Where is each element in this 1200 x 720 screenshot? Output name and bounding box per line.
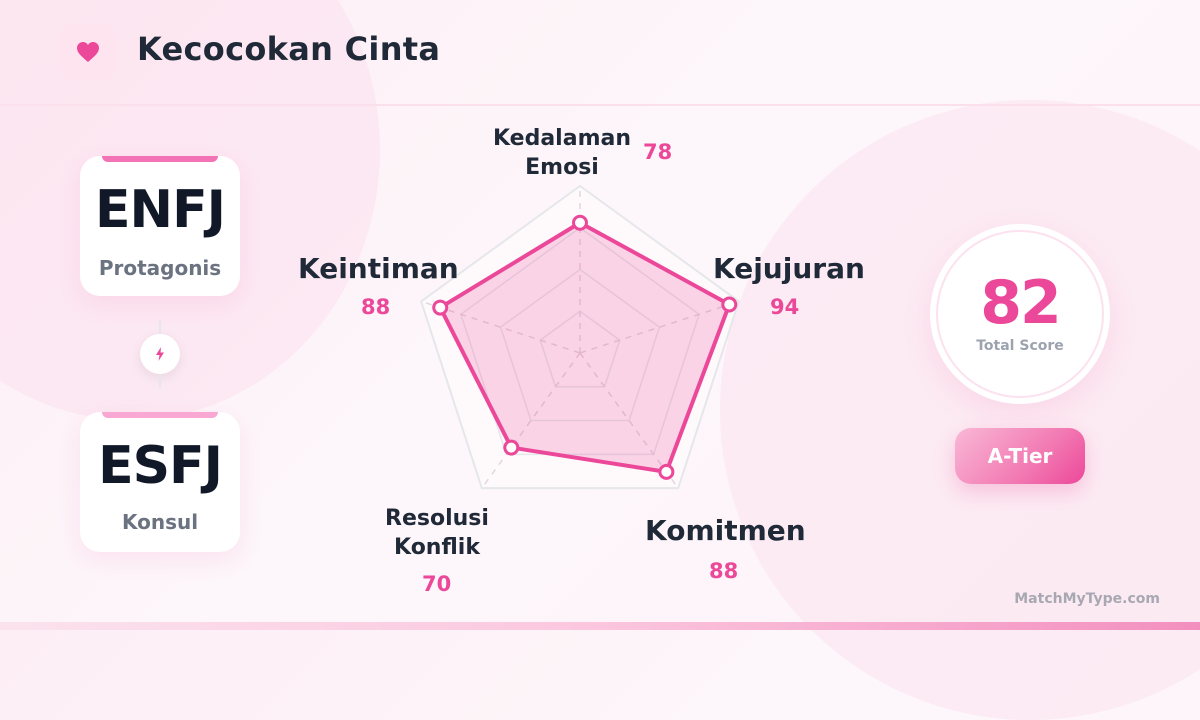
radar-chart <box>419 184 741 490</box>
axis-label-komitmen: Komitmen <box>645 514 806 547</box>
radar-grid <box>419 184 741 490</box>
axis-label-line: Emosi <box>525 155 599 180</box>
axis-value-keintiman: 88 <box>361 295 391 319</box>
type-card-2: ESFJ Konsul <box>80 412 240 552</box>
axis-value-kejujuran: 94 <box>770 295 800 319</box>
lightning-icon <box>156 347 164 361</box>
axis-label-line: Resolusi <box>385 506 489 531</box>
axis-value-kedalaman-emosi: 78 <box>643 140 673 164</box>
radar-points <box>432 214 738 480</box>
score-ring <box>936 230 1104 398</box>
footer-brand: MatchMyType.com <box>1014 591 1160 607</box>
type-code: ESFJ <box>98 436 223 496</box>
tier-badge: A-Tier <box>955 428 1085 484</box>
axis-label-line: Kedalaman <box>493 126 631 151</box>
radar-point-marker <box>572 214 588 231</box>
radar-point-marker <box>432 299 449 316</box>
logo-badge <box>60 24 116 80</box>
card-accent-bar <box>102 156 218 162</box>
axis-label-line: Konflik <box>394 535 480 560</box>
total-score-value: 82 <box>980 268 1062 338</box>
axis-value-resolusi-konflik: 70 <box>422 572 452 596</box>
heart-icon <box>77 42 99 62</box>
type-name: Konsul <box>121 510 199 534</box>
header: Kecocokan Cinta <box>0 0 1200 106</box>
page-title: Kecocokan Cinta <box>137 30 441 68</box>
connector-line <box>159 320 161 334</box>
total-score-caption: Total Score <box>976 338 1064 354</box>
axis-label-kejujuran: Kejujuran <box>713 252 865 285</box>
total-score-circle: 82 Total Score <box>930 224 1110 404</box>
bottom-accent-bar <box>0 622 1200 630</box>
type-name: Protagonis <box>98 256 222 280</box>
connector-badge <box>140 334 180 374</box>
type-card-1: ENFJ Protagonis <box>80 156 240 296</box>
axis-label-kedalaman-emosi: Kedalaman Emosi <box>480 124 644 182</box>
card-accent-bar <box>102 412 218 418</box>
radar-point-marker <box>721 296 738 313</box>
axis-label-resolusi-konflik: Resolusi Konflik <box>376 504 498 562</box>
connector-line <box>159 374 161 388</box>
radar-point-marker <box>503 439 520 456</box>
radar-point-marker <box>658 463 675 480</box>
radar-series-area <box>438 220 732 474</box>
axis-value-komitmen: 88 <box>709 559 739 583</box>
type-code: ENFJ <box>95 180 226 240</box>
background-blob <box>720 100 1200 720</box>
axis-label-keintiman: Keintiman <box>298 252 459 285</box>
